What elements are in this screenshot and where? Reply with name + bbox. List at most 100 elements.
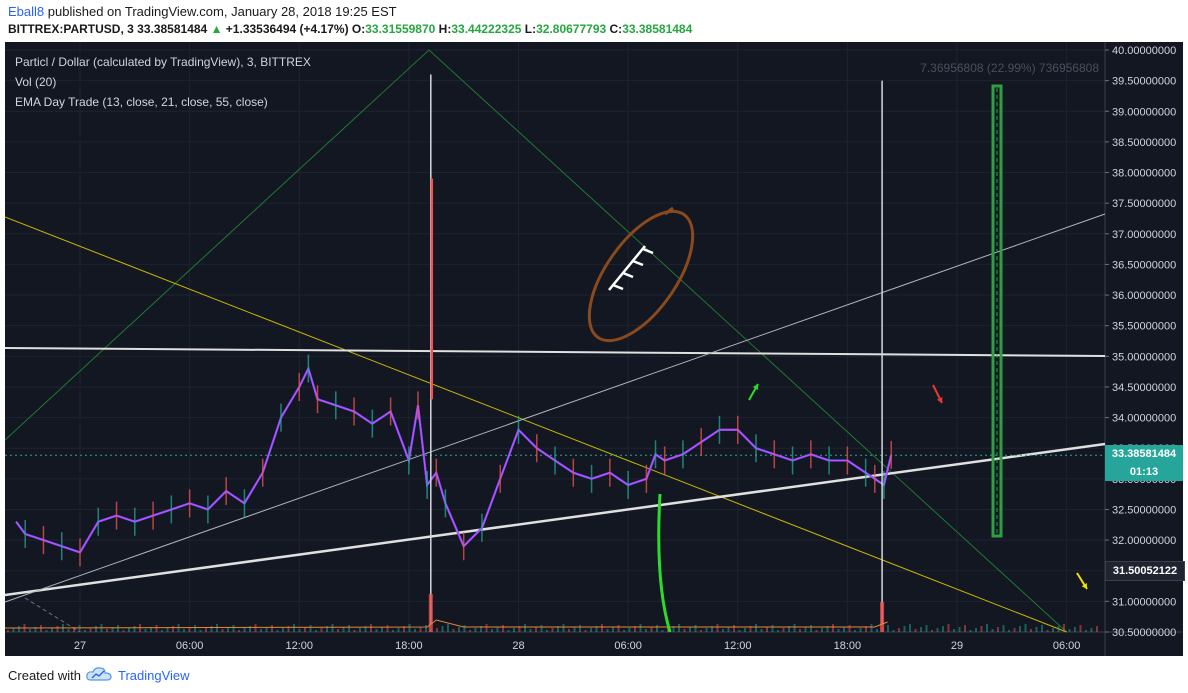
tradingview-logo-icon — [86, 667, 112, 681]
price-axis-label: 39.50000000 — [1112, 76, 1176, 88]
volume-bar — [650, 627, 653, 632]
volume-spike — [428, 594, 433, 632]
volume-bar — [117, 625, 119, 632]
volume-bar — [1030, 629, 1032, 632]
volume-bar — [683, 629, 686, 632]
countdown-tag: 01:13 — [1105, 463, 1183, 481]
volume-bar — [144, 629, 147, 632]
volume-bar — [876, 629, 878, 632]
high-value: 33.44222325 — [451, 22, 522, 36]
volume-bar — [51, 628, 53, 632]
volume-bar — [304, 627, 306, 632]
close-value: 33.38581484 — [622, 22, 693, 36]
volume-bar — [810, 625, 812, 632]
volume-bar — [964, 625, 966, 632]
price-axis-label: 35.50000000 — [1112, 321, 1176, 333]
volume-bar — [463, 625, 466, 632]
volume-bar — [254, 624, 257, 632]
volume-bar — [370, 624, 372, 632]
volume-bar — [276, 630, 279, 632]
volume-bar — [194, 625, 196, 632]
volume-bar — [150, 627, 152, 632]
volume-bar — [821, 628, 823, 632]
yellow-arrow-icon-head — [1081, 583, 1087, 589]
volume-bar — [320, 628, 323, 632]
volume-bar — [502, 625, 504, 632]
volume-bar — [45, 630, 48, 632]
volume-bar — [315, 630, 317, 632]
volume-bar — [18, 626, 20, 632]
price-axis-label: 38.00000000 — [1112, 168, 1176, 180]
volume-bar — [342, 627, 345, 632]
volume-bar — [859, 628, 862, 632]
volume-bar — [909, 624, 911, 632]
support-trendline — [5, 442, 1106, 597]
price-axis-label: 35.00000000 — [1112, 351, 1176, 363]
price-axis-label: 38.50000000 — [1112, 137, 1176, 149]
volume-bar — [1035, 627, 1038, 632]
tradingview-link[interactable]: TradingView — [118, 668, 190, 683]
volume-bar — [205, 628, 207, 632]
time-axis-label: 12:00 — [724, 640, 752, 652]
volume-bar — [914, 629, 917, 632]
volume-bar — [540, 625, 543, 632]
volume-bar — [491, 629, 493, 632]
volume-bar — [1068, 629, 1071, 632]
volume-bar — [870, 624, 873, 632]
time-axis-label: 18:00 — [395, 640, 423, 652]
volume-bar — [128, 628, 130, 632]
chart-area[interactable]: 40.00000000 39.50000000 39.00000000 38.5000… — [5, 42, 1185, 656]
white-mark-tick — [612, 283, 624, 291]
volume-bar — [848, 625, 851, 632]
price-axis-label: 31.00000000 — [1112, 596, 1176, 608]
time-axis-label: 18:00 — [834, 640, 862, 652]
price-axis-label: 40.00000000 — [1112, 45, 1176, 57]
price-axis-label: 36.50000000 — [1112, 259, 1176, 271]
open-value: 33.31559870 — [365, 22, 436, 36]
volume-bar — [799, 629, 801, 632]
volume-bar — [953, 629, 955, 632]
time-axis-label: 06:00 — [1053, 640, 1081, 652]
time-axis-label: 06:00 — [614, 640, 642, 652]
volume-bar — [452, 629, 455, 632]
volume-bar — [777, 630, 779, 632]
volume-bar — [947, 624, 950, 632]
volume-bar — [95, 626, 97, 632]
volume-bar — [738, 630, 741, 632]
volume-bar — [216, 624, 218, 632]
volume-bar — [1046, 630, 1049, 632]
volume-bar — [359, 628, 361, 632]
volume-bar — [832, 624, 834, 632]
volume-bar — [111, 627, 114, 632]
price-axis-label: 30.50000000 — [1112, 627, 1176, 639]
volume-bar — [29, 629, 31, 632]
volume-bar — [892, 630, 895, 632]
volume-bar — [1096, 626, 1098, 632]
volume-bar — [34, 627, 37, 632]
volume-bar — [639, 624, 642, 632]
dashed-line — [24, 597, 81, 633]
volume-bar — [601, 624, 603, 632]
volume-bar — [89, 628, 92, 632]
volume-bar — [700, 630, 702, 632]
volume-bar — [815, 630, 818, 632]
measure-label: 7.36956808 (22.99%) 736956808 — [920, 61, 1099, 75]
volume-bar — [1002, 625, 1005, 632]
volume-spike — [880, 602, 885, 632]
volume-bar — [722, 629, 724, 632]
symbol-ohlc: BITTREX:PARTUSD, 3 33.38581484 ▲ +1.3353… — [8, 22, 692, 36]
volume-bar — [661, 630, 664, 632]
price-axis-label: 37.00000000 — [1112, 229, 1176, 241]
volume-bar — [397, 628, 400, 632]
volume-bar — [771, 625, 774, 632]
volume-bar — [73, 627, 75, 632]
volume-bar — [436, 628, 438, 632]
change-arrow-icon: ▲ — [210, 22, 223, 36]
author-link[interactable]: Eball8 — [8, 4, 45, 19]
volume-bar — [1052, 628, 1054, 632]
price-chart[interactable]: 40.00000000 39.50000000 39.00000000 38.5000… — [5, 42, 1183, 656]
time-axis-label: 28 — [512, 640, 524, 652]
volume-bar — [826, 626, 829, 632]
volume-bar — [199, 630, 202, 632]
volume-bar — [997, 627, 999, 632]
